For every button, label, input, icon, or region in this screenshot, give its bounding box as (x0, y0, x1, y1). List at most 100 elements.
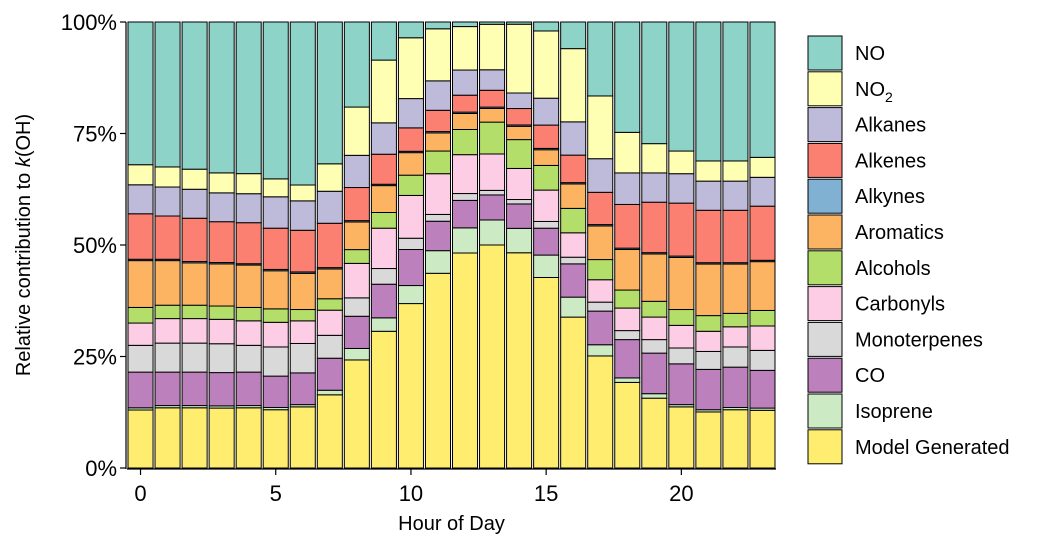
y-tick-label: 100% (61, 10, 117, 35)
legend-label-carbonyls: Carbonyls (855, 294, 945, 316)
bar-segment-hour-1-model-generated (154, 407, 181, 469)
bar-segment-hour-2-carbonyls (181, 318, 208, 344)
bar-segment-hour-10-isoprene (397, 285, 424, 305)
bar-segment-hour-9-model-generated (370, 330, 397, 469)
bar-segment-hour-7-alcohols (316, 298, 343, 311)
bar-segment-hour-12-aromatics (452, 112, 479, 130)
bar-segment-hour-19-alkanes (641, 172, 668, 203)
bar-segment-hour-6-monoterpenes (289, 342, 316, 374)
bar-segment-hour-7-aromatics (316, 268, 343, 300)
bar-segment-hour-6-alkenes (289, 229, 316, 273)
bar-segment-hour-18-alkenes (614, 203, 641, 249)
bar-segment-hour-7-isoprene (316, 389, 343, 396)
bar-segment-hour-0-no (127, 21, 154, 166)
bar-segment-hour-4-no (235, 21, 262, 175)
bar-segment-hour-14-monoterpenes (506, 199, 533, 205)
legend-key-alkynes (807, 178, 843, 214)
bar-segment-hour-2-alkanes (181, 188, 208, 219)
bar-segment-hour-10-aromatics (397, 152, 424, 176)
bar-segment-hour-19-carbonyls (641, 316, 668, 341)
bar-segment-hour-2-model-generated (181, 407, 208, 469)
bar-segment-hour-5-alcohols (262, 308, 289, 323)
bar-segment-hour-10-co (397, 249, 424, 287)
bar-segment-hour-10-alkenes (397, 127, 424, 152)
y-tick-label: 0% (85, 456, 117, 481)
x-ticks: 0 5 10 15 20 (134, 469, 694, 506)
bar-segment-hour-12-carbonyls (452, 154, 479, 195)
bar-segment-hour-5-aromatics (262, 270, 289, 310)
bar-segment-hour-18-model-generated (614, 381, 641, 469)
bar-segment-hour-2-alcohols (181, 304, 208, 320)
bar-segment-hour-22-carbonyls (722, 326, 749, 348)
bar-segment-hour-5-no2 (262, 178, 289, 198)
bar-segment-hour-23-model-generated (749, 409, 776, 469)
bar-segment-hour-21-aromatics (695, 263, 722, 317)
bar-segment-hour-22-alkenes (722, 209, 749, 264)
bar-segment-hour-15-isoprene (533, 254, 560, 278)
bar-segment-hour-0-alkenes (127, 213, 154, 260)
x-tick-label: 20 (669, 481, 693, 506)
bar-segment-hour-7-carbonyls (316, 309, 343, 336)
bar-segment-hour-6-alcohols (289, 309, 316, 322)
bar-segment-hour-11-no (424, 21, 451, 30)
bar-segment-hour-22-model-generated (722, 409, 749, 469)
bar-segment-hour-4-co (235, 371, 262, 407)
bar-segment-hour-9-alkanes (370, 122, 397, 155)
bar-segment-hour-11-aromatics (424, 132, 451, 152)
bar-segment-hour-13-co (479, 194, 506, 221)
bar-segment-hour-15-co (533, 227, 560, 256)
bar-segment-hour-4-alkenes (235, 222, 262, 265)
bar-segment-hour-9-co (370, 283, 397, 319)
legend-label-alkynes: Alkynes (855, 186, 925, 208)
legend-label-monoterpenes: Monoterpenes (855, 329, 983, 351)
bar-segment-hour-18-alcohols (614, 289, 641, 309)
bar-segment-hour-8-alkanes (343, 154, 370, 189)
bar-segment-hour-6-no2 (289, 184, 316, 202)
bar-segment-hour-12-alkanes (452, 69, 479, 96)
bar-segment-hour-22-monoterpenes (722, 346, 749, 368)
bar-segment-hour-15-alkenes (533, 124, 560, 149)
bar-segment-hour-19-no (641, 21, 668, 145)
bar-segment-hour-15-model-generated (533, 277, 560, 469)
bar-segment-hour-19-alcohols (641, 300, 668, 318)
bar-segment-hour-19-aromatics (641, 253, 668, 302)
bar-segment-hour-13-no (479, 21, 506, 25)
bar-segment-hour-16-no (560, 21, 587, 50)
bar-segment-hour-14-no (506, 21, 533, 25)
bar-segment-hour-23-monoterpenes (749, 349, 776, 371)
bar-segment-hour-12-model-generated (452, 252, 479, 469)
bar-segment-hour-20-carbonyls (668, 324, 695, 349)
bar-segment-hour-22-aromatics (722, 263, 749, 314)
bar-segment-hour-7-co (316, 357, 343, 391)
bar-segment-hour-21-alcohols (695, 315, 722, 332)
bar-segment-hour-14-alkenes (506, 108, 533, 126)
bar-segment-hour-13-alcohols (479, 121, 506, 155)
legend-label-alcohols: Alcohols (855, 258, 931, 280)
bar-segment-hour-17-no2 (587, 95, 614, 160)
bar-segment-hour-23-no (749, 21, 776, 158)
bar-segment-hour-0-alkanes (127, 184, 154, 215)
bar-segment-hour-13-alkanes (479, 69, 506, 91)
bar-segment-hour-8-no (343, 21, 370, 108)
bar-segment-hour-8-aromatics (343, 221, 370, 251)
legend-key-no2 (807, 71, 843, 107)
bar-segment-hour-16-alkenes (560, 154, 587, 184)
bar-segment-hour-1-monoterpenes (154, 342, 181, 373)
bar-segment-hour-5-no (262, 21, 289, 180)
legend-key-monoterpenes (807, 321, 843, 357)
bar-segment-hour-2-co (181, 371, 208, 407)
bar-segment-hour-12-alkenes (452, 94, 479, 113)
bar-segment-hour-0-model-generated (127, 409, 154, 469)
bar-segment-hour-17-co (587, 310, 614, 346)
bar-segment-hour-20-alcohols (668, 309, 695, 326)
legend-key-model-generated (807, 429, 843, 465)
bar-segment-hour-14-isoprene (506, 227, 533, 254)
bar-segment-hour-12-no (452, 21, 479, 28)
bar-segment-hour-17-alcohols (587, 259, 614, 281)
bar-segment-hour-14-alkanes (506, 92, 533, 110)
legend-label-isoprene: Isoprene (855, 401, 933, 423)
bar-segment-hour-14-alcohols (506, 139, 533, 169)
bar-segment-hour-9-monoterpenes (370, 268, 397, 285)
bar-segment-hour-11-carbonyls (424, 173, 451, 215)
